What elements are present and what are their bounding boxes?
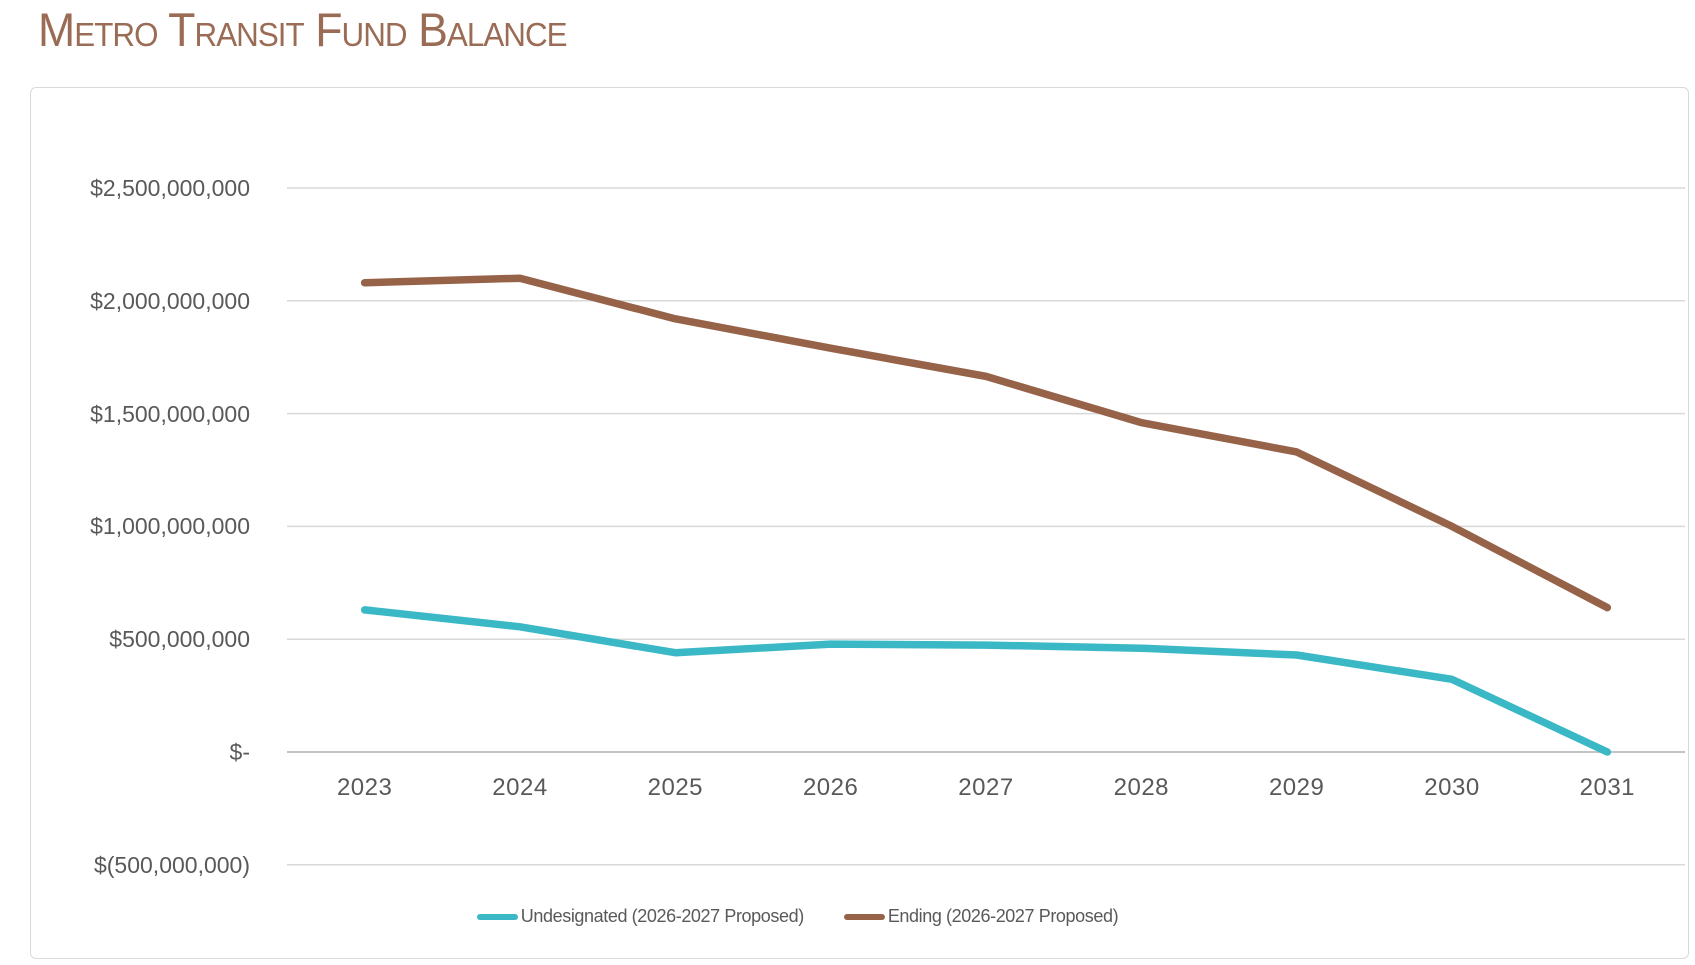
x-tick-label: 2030 xyxy=(1424,774,1480,801)
y-tick-label: $1,500,000,000 xyxy=(90,400,250,427)
y-tick-label: $2,000,000,000 xyxy=(90,287,250,314)
x-tick-label: 2025 xyxy=(647,774,704,801)
chart-plot-area xyxy=(30,87,1689,959)
x-tick-label: 2024 xyxy=(492,774,548,801)
legend-swatch xyxy=(476,913,518,920)
legend-item: Ending (2026-2027 Proposed) xyxy=(843,906,1119,927)
legend-label: Ending (2026-2027 Proposed) xyxy=(887,906,1119,926)
x-tick-label: 2027 xyxy=(958,774,1014,801)
y-tick-label: $2,500,000,000 xyxy=(90,175,250,201)
y-tick-label: $- xyxy=(229,739,250,765)
legend-swatch xyxy=(843,913,885,920)
x-tick-label: 2031 xyxy=(1579,774,1636,801)
chart-title: Metro Transit Fund Balance xyxy=(38,3,568,56)
x-tick-label: 2028 xyxy=(1113,774,1170,801)
y-tick-label: $500,000,000 xyxy=(109,626,250,653)
x-tick-label: 2023 xyxy=(336,774,393,801)
y-tick-label: $1,000,000,000 xyxy=(90,513,250,540)
chart-legend: Undesignated (2026-2027 Proposed) Ending … xyxy=(0,906,1645,927)
x-tick-label: 2026 xyxy=(802,774,859,801)
y-tick-label: $(500,000,000) xyxy=(93,851,250,878)
legend-item: Undesignated (2026-2027 Proposed) xyxy=(476,906,804,927)
x-tick-label: 2029 xyxy=(1268,774,1325,801)
legend-label: Undesignated (2026-2027 Proposed) xyxy=(520,906,804,926)
